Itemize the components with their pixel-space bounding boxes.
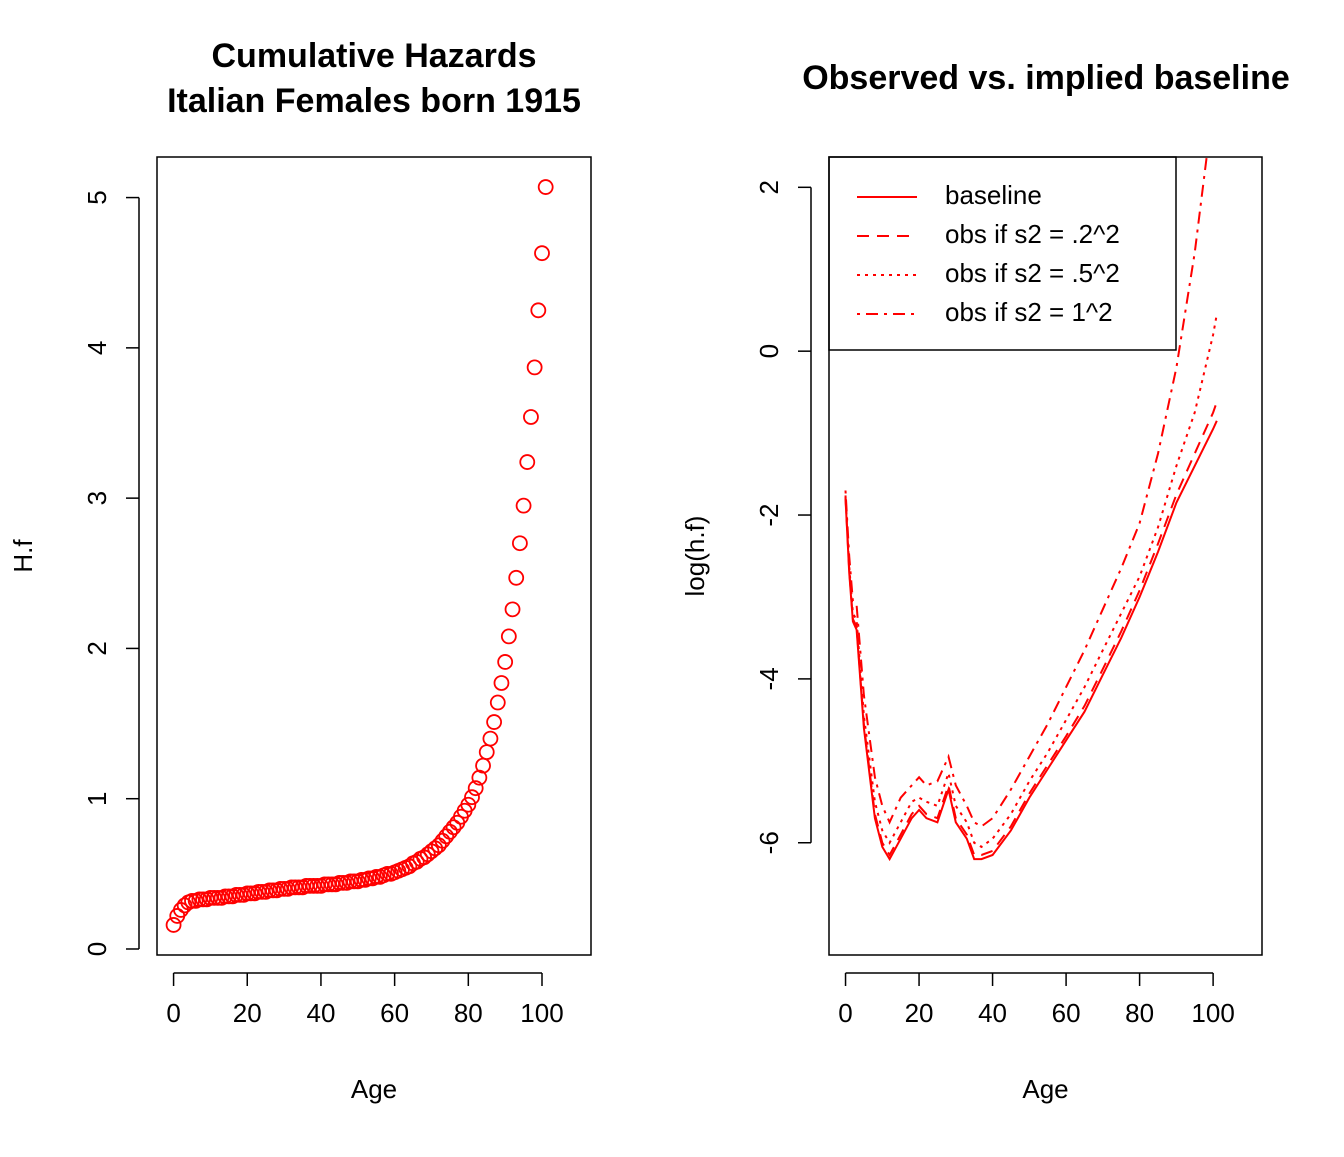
plot-frame (828, 156, 1263, 956)
x-tick-label: 60 (380, 998, 409, 1028)
point (497, 654, 514, 670)
y-tick-label: 0 (754, 344, 784, 358)
point (445, 819, 462, 836)
point (165, 917, 182, 933)
chart-title: Cumulative Hazards (212, 37, 537, 75)
y-tick-label: -6 (754, 831, 784, 854)
y-tick-label: 1 (82, 791, 112, 805)
point (482, 730, 499, 747)
x-tick-label: 0 (838, 998, 852, 1028)
chart-title: Observed vs. implied baseline (802, 59, 1290, 97)
point (511, 535, 528, 552)
y-axis-title: log(h.f) (680, 516, 710, 597)
y-tick-label: 3 (82, 491, 112, 505)
lines (844, 157, 1218, 862)
point (379, 865, 396, 882)
x-axis-title: Age (1022, 1074, 1068, 1104)
series-line (844, 157, 1208, 828)
y-tick-label: -2 (754, 503, 784, 526)
point (515, 497, 532, 514)
point (460, 796, 477, 813)
x-tick-label: 20 (905, 998, 934, 1028)
legend-box (828, 156, 1177, 351)
y-tick-label: 0 (82, 942, 112, 956)
y-tick-label: 2 (754, 180, 784, 194)
x-tick-label: 60 (1052, 998, 1081, 1028)
legend-label: obs if s2 = .2^2 (945, 219, 1120, 249)
y-tick-label: 4 (82, 341, 112, 355)
x-axis-title: Age (351, 1074, 397, 1104)
x-tick-label: 80 (454, 998, 483, 1028)
point (493, 675, 510, 691)
x-tick-label: 40 (978, 998, 1007, 1028)
point (464, 789, 480, 806)
point (534, 245, 550, 262)
point (523, 409, 539, 425)
point (353, 871, 370, 888)
legend-label: obs if s2 = .5^2 (945, 258, 1120, 288)
series-line (844, 420, 1218, 862)
point (360, 870, 377, 887)
point (368, 868, 385, 885)
point (526, 359, 543, 376)
y-tick-label: 2 (82, 641, 112, 655)
x-tick-label: 100 (520, 998, 563, 1028)
y-tick-label: 5 (82, 190, 112, 204)
legend-label: baseline (945, 180, 1042, 210)
point (500, 628, 517, 645)
point (530, 302, 547, 319)
point (508, 569, 525, 586)
x-tick-label: 40 (306, 998, 335, 1028)
y-axis-title: H.f (8, 539, 38, 573)
series-line (844, 401, 1218, 858)
y-tick-label: -4 (754, 667, 784, 690)
series-line (844, 314, 1218, 849)
x-tick-label: 100 (1191, 998, 1234, 1028)
point (346, 873, 363, 890)
x-tick-label: 80 (1125, 998, 1154, 1028)
point (489, 694, 506, 711)
point (504, 601, 521, 618)
point (486, 714, 503, 730)
point (537, 179, 554, 195)
point (467, 780, 484, 797)
plot-frame (156, 156, 592, 956)
chart-title: Italian Females born 1915 (167, 82, 581, 120)
legend-label: obs if s2 = 1^2 (945, 297, 1113, 327)
point (519, 454, 536, 470)
x-tick-label: 0 (166, 998, 180, 1028)
x-tick-label: 20 (233, 998, 262, 1028)
